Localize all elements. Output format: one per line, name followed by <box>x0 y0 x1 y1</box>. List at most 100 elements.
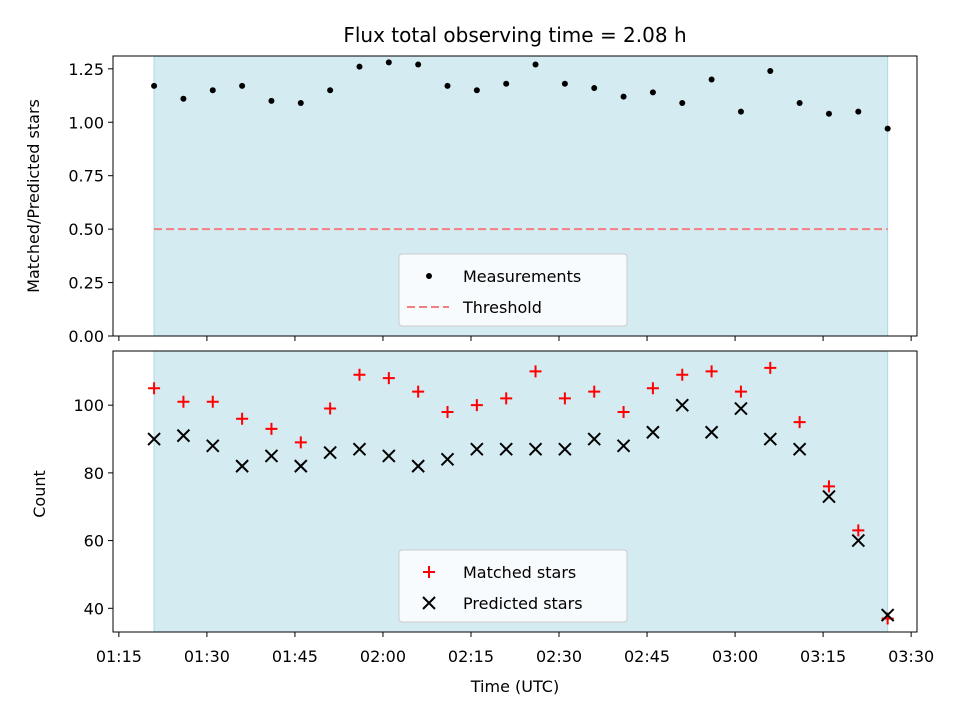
predicted-stars-point <box>411 459 425 473</box>
bottom-axes-frame <box>112 350 918 633</box>
predicted-stars-point <box>646 425 660 439</box>
matched-stars-point <box>265 422 278 435</box>
predicted-stars-point <box>675 398 689 412</box>
matched-stars-point <box>822 480 835 493</box>
x-tick-label: 01:30 <box>184 647 230 666</box>
predicted-stars-point <box>558 442 572 456</box>
legend-plus-marker <box>423 566 435 578</box>
x-tick-label: 01:45 <box>272 647 318 666</box>
measurement-point <box>649 89 656 96</box>
x-tick-label: 03:30 <box>888 647 934 666</box>
matched-stars-point <box>177 395 190 408</box>
measurement-point <box>209 87 216 94</box>
predicted-stars-point <box>851 533 866 548</box>
matched-stars-point <box>294 436 307 449</box>
matched-stars-point <box>206 395 219 408</box>
matched-stars-point <box>764 361 777 374</box>
predicted-stars-point <box>822 489 836 504</box>
matched-stars-point <box>852 524 865 537</box>
matched-stars-point <box>558 392 571 405</box>
x-tick-label: 02:30 <box>536 647 582 666</box>
legend-box <box>398 253 628 327</box>
predicted-stars-point <box>704 425 719 439</box>
predicted-stars-point <box>880 608 895 622</box>
legend-label: Matched stars <box>463 563 576 582</box>
predicted-stars-point <box>470 442 484 456</box>
matched-stars-point <box>353 368 366 381</box>
measurement-point <box>415 61 422 68</box>
matched-stars-point <box>617 405 630 418</box>
measurement-point <box>239 82 246 89</box>
matched-stars-point <box>324 402 337 415</box>
bottom-series-2 <box>147 398 895 622</box>
x-tick-label: 01:15 <box>96 647 142 666</box>
x-tick-label: 02:45 <box>624 647 670 666</box>
legend-x-marker <box>422 596 436 610</box>
measurement-point <box>561 80 568 87</box>
top-axes-frame <box>112 55 918 337</box>
predicted-stars-point <box>792 442 807 456</box>
top-y-axis-label: Matched/Predicted stars <box>24 99 43 293</box>
predicted-stars-point <box>382 449 396 463</box>
predicted-stars-point <box>734 401 748 416</box>
matched-stars-point <box>793 416 806 429</box>
matched-stars-point <box>148 382 161 395</box>
measurement-point <box>591 85 598 92</box>
matched-stars-point <box>236 412 249 425</box>
matched-stars-point <box>676 368 689 381</box>
matched-stars-point <box>588 385 601 398</box>
predicted-stars-point <box>352 442 367 456</box>
bottom-y-tick-label: 100 <box>73 396 104 415</box>
bottom-y-tick-label: 60 <box>84 532 104 551</box>
legend-box <box>398 549 628 623</box>
bottom-y-tick-label: 80 <box>84 464 104 483</box>
predicted-stars-point <box>294 459 308 473</box>
bottom-series-1 <box>148 361 894 625</box>
chart-title: Flux total observing time = 2.08 h <box>343 23 686 47</box>
bottom-y-tick-label: 40 <box>84 599 104 618</box>
measurement-point <box>884 125 891 132</box>
measurement-point <box>297 100 304 107</box>
top-y-tick-label: 0.50 <box>68 220 104 239</box>
top-y-tick-label: 0.00 <box>68 327 104 346</box>
matched-stars-point <box>705 365 718 378</box>
measurement-point <box>473 87 480 94</box>
x-tick-label: 03:00 <box>712 647 758 666</box>
measurement-point <box>737 108 744 115</box>
predicted-stars-point <box>264 449 279 463</box>
measurement-point <box>855 108 862 115</box>
measurement-point <box>268 97 275 104</box>
predicted-stars-point <box>616 439 631 453</box>
top-y-tick-label: 0.75 <box>68 167 104 186</box>
predicted-stars-point <box>587 432 601 446</box>
measurement-point <box>356 63 363 70</box>
predicted-stars-point <box>440 452 455 467</box>
predicted-stars-point <box>323 445 337 460</box>
matched-stars-point <box>382 372 395 385</box>
top-legend: Measurements Threshold <box>398 253 628 327</box>
predicted-stars-point <box>528 442 543 456</box>
legend-label: Measurements <box>463 267 581 286</box>
matched-stars-point <box>734 385 747 398</box>
x-tick-label: 02:00 <box>360 647 406 666</box>
measurement-point <box>327 87 334 94</box>
predicted-stars-point <box>206 439 220 453</box>
legend-label: Threshold <box>462 298 542 317</box>
legend-label: Predicted stars <box>463 594 583 613</box>
predicted-stars-point <box>235 459 249 473</box>
measurement-point <box>767 67 774 74</box>
top-y-tick-label: 1.25 <box>68 60 104 79</box>
measurement-point <box>444 82 451 89</box>
matched-stars-point <box>529 365 542 378</box>
top-y-tick-label: 1.00 <box>68 113 104 132</box>
measurement-point <box>503 80 510 87</box>
matched-stars-point <box>441 405 454 418</box>
x-tick-label: 03:15 <box>800 647 846 666</box>
bottom-panel: 40 60 80 100 01:15 01:30 01:45 02:00 02:15 02:30 0… <box>73 350 934 666</box>
measurement-point <box>825 110 832 117</box>
bottom-legend: Matched stars Predicted stars <box>398 549 628 623</box>
predicted-stars-point <box>499 442 513 456</box>
x-tick-label: 02:15 <box>448 647 494 666</box>
top-y-tick-label: 0.25 <box>68 274 104 293</box>
